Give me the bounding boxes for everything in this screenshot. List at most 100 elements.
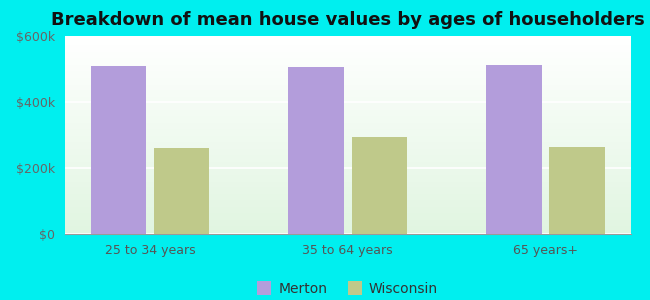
Bar [65,158,630,159]
Bar [65,219,630,220]
Bar [65,74,630,75]
Bar [65,160,630,161]
Bar [65,168,630,169]
Bar [65,61,630,62]
Bar [65,140,630,141]
Bar [65,159,630,160]
Bar [65,112,630,113]
Bar [65,85,630,86]
Bar [65,85,630,86]
Bar [65,209,630,210]
Bar [65,197,630,198]
Bar [65,86,630,88]
Bar [65,49,630,50]
Bar [65,211,630,212]
Bar [65,66,630,67]
Bar [65,56,630,57]
Bar [65,152,630,153]
Bar [65,154,630,155]
Bar [65,60,630,61]
Bar [65,174,630,175]
Bar [65,221,630,222]
Bar [65,169,630,170]
Bar [65,123,630,124]
Bar [65,47,630,48]
Bar [65,184,630,185]
Bar [65,104,630,105]
Bar [65,132,630,133]
Bar [65,157,630,158]
Bar [65,142,630,143]
Bar [65,39,630,40]
Bar [549,147,604,234]
Bar [65,226,630,227]
Bar [65,95,630,96]
Bar [65,137,630,138]
Bar [65,57,630,58]
Bar [65,82,630,83]
Bar [65,205,630,206]
Bar [65,143,630,144]
Bar [65,135,630,136]
Bar [65,117,630,118]
Bar [65,67,630,68]
Bar [65,59,630,60]
Bar [65,151,630,152]
Bar [65,230,630,231]
Bar [65,38,630,39]
Bar [65,190,630,191]
Bar [65,231,630,232]
Bar [65,45,630,46]
Bar [65,55,630,56]
Bar [65,138,630,139]
Bar [65,192,630,194]
Bar [65,106,630,107]
Bar [65,215,630,216]
Bar [65,44,630,45]
Bar [65,162,630,163]
Bar [65,62,630,63]
Bar [65,229,630,230]
Bar [65,78,630,79]
Bar [65,109,630,110]
Bar [65,228,630,229]
Bar [65,212,630,213]
Bar [65,64,630,65]
Bar [65,105,630,106]
Bar [65,99,630,100]
Bar [65,131,630,132]
Bar [65,51,630,52]
Bar [65,133,630,134]
Bar [65,208,630,209]
Bar [65,150,630,151]
Bar [65,163,630,164]
Bar [65,177,630,178]
Bar [91,66,146,234]
Bar [65,200,630,201]
Bar [65,218,630,219]
Bar [65,223,630,224]
Bar [65,127,630,128]
Bar [65,90,630,92]
Bar [65,118,630,119]
Bar [65,165,630,166]
Bar [65,114,630,115]
Bar [65,233,630,234]
Bar [65,37,630,38]
Bar [65,102,630,103]
Bar [65,100,630,101]
Bar [289,68,344,234]
Bar [154,148,209,234]
Bar [65,124,630,125]
Bar [65,72,630,73]
Bar [65,194,630,195]
Bar [65,178,630,179]
Bar [65,227,630,228]
Bar [65,156,630,157]
Bar [65,73,630,74]
Bar [65,191,630,192]
Bar [65,139,630,140]
Bar [65,126,630,127]
Legend: Merton, Wisconsin: Merton, Wisconsin [252,277,443,300]
Bar [65,198,630,200]
